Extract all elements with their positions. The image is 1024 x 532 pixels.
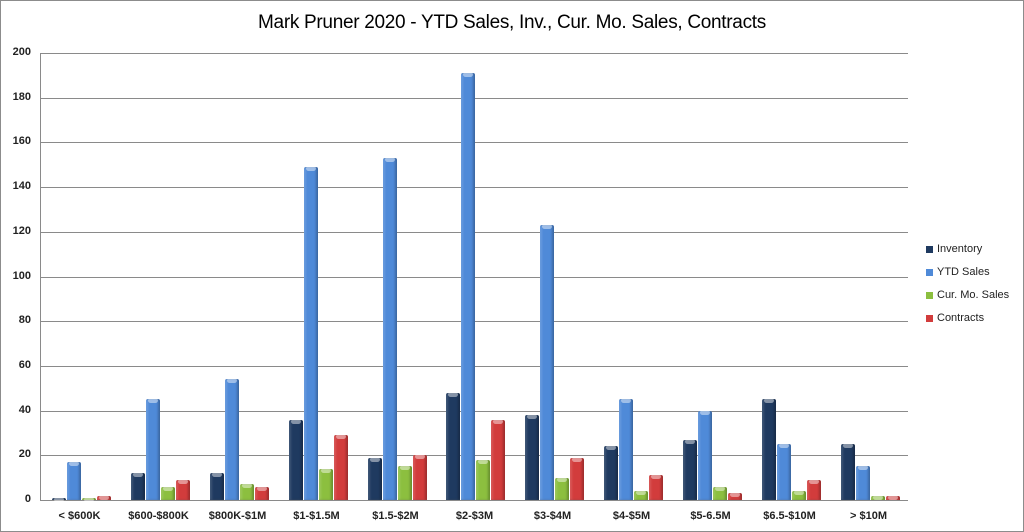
y-tick-label: 120 bbox=[12, 225, 31, 237]
y-tick-label: 180 bbox=[12, 91, 31, 103]
bar-ytd-sales bbox=[304, 167, 318, 500]
bar-cur-mo-sales bbox=[161, 487, 175, 500]
x-tick-label: $4-$5M bbox=[612, 510, 651, 522]
bar-inventory bbox=[368, 458, 382, 500]
bar-contracts bbox=[570, 458, 584, 500]
bar-inventory bbox=[52, 498, 66, 502]
bar-inventory bbox=[683, 440, 697, 500]
y-tick-label: 100 bbox=[12, 270, 31, 282]
bar-inventory bbox=[210, 473, 224, 500]
bar-inventory bbox=[762, 399, 776, 500]
x-tick-label: $1-$1.5M bbox=[293, 510, 340, 522]
bar-contracts bbox=[334, 435, 348, 500]
bar-contracts bbox=[807, 480, 821, 500]
bar-ytd-sales bbox=[619, 399, 633, 500]
bar-ytd-sales bbox=[698, 411, 712, 500]
bar-cur-mo-sales bbox=[398, 466, 412, 500]
x-tick-label: $3-$4M bbox=[533, 510, 572, 522]
y-tick-label: 160 bbox=[12, 135, 31, 147]
bar-contracts bbox=[255, 487, 269, 500]
x-tick-label: > $10M bbox=[850, 510, 887, 522]
chart-title: Mark Pruner 2020 - YTD Sales, Inv., Cur.… bbox=[258, 12, 766, 33]
bar-contracts bbox=[413, 455, 427, 500]
bar-cur-mo-sales bbox=[713, 487, 727, 500]
legend-swatch-icon bbox=[926, 269, 933, 276]
gridline bbox=[40, 53, 908, 54]
bar-contracts bbox=[649, 475, 663, 500]
bar-contracts bbox=[491, 420, 505, 500]
bar-inventory bbox=[289, 420, 303, 500]
bar-inventory bbox=[841, 444, 855, 500]
y-axis-line bbox=[40, 53, 41, 501]
bar-ytd-sales bbox=[540, 225, 554, 500]
bar-cur-mo-sales bbox=[871, 496, 885, 500]
bar-ytd-sales bbox=[461, 73, 475, 500]
bar-ytd-sales bbox=[67, 462, 81, 500]
bar-cur-mo-sales bbox=[319, 469, 333, 500]
bar-inventory bbox=[446, 393, 460, 500]
bar-inventory bbox=[604, 446, 618, 500]
bar-ytd-sales bbox=[146, 399, 160, 500]
y-tick-label: 140 bbox=[12, 180, 31, 192]
bar-cur-mo-sales bbox=[240, 484, 254, 500]
bar-ytd-sales bbox=[383, 158, 397, 500]
bar-ytd-sales bbox=[225, 379, 239, 500]
bar-cur-mo-sales bbox=[476, 460, 490, 500]
bar-cur-mo-sales bbox=[792, 491, 806, 500]
legend-swatch-icon bbox=[926, 315, 933, 322]
x-axis-line bbox=[40, 500, 908, 501]
bar-cur-mo-sales bbox=[555, 478, 569, 500]
bar-ytd-sales bbox=[856, 466, 870, 500]
x-tick-label: $2-$3M bbox=[455, 510, 494, 522]
bar-cur-mo-sales bbox=[634, 491, 648, 500]
legend-swatch-icon bbox=[926, 292, 933, 299]
bar-inventory bbox=[525, 415, 539, 500]
x-tick-label: $1.5-$2M bbox=[372, 510, 419, 522]
legend-label: Contracts bbox=[937, 312, 985, 324]
bar-contracts bbox=[176, 480, 190, 500]
y-tick-label: 0 bbox=[24, 493, 31, 505]
bar-contracts bbox=[97, 496, 111, 500]
x-tick-label: $800K-$1M bbox=[208, 510, 267, 522]
x-tick-label: $6.5-$10M bbox=[763, 510, 816, 522]
bar-cur-mo-sales bbox=[82, 498, 96, 502]
y-tick-label: 60 bbox=[18, 359, 31, 371]
legend-label: YTD Sales bbox=[937, 266, 990, 278]
y-tick-label: 80 bbox=[18, 314, 31, 326]
y-tick-label: 40 bbox=[18, 404, 31, 416]
bar-ytd-sales bbox=[777, 444, 791, 500]
y-tick-label: 200 bbox=[12, 46, 31, 58]
y-tick-label: 20 bbox=[18, 448, 31, 460]
legend-swatch-icon bbox=[926, 246, 933, 253]
bar-inventory bbox=[131, 473, 145, 500]
x-tick-label: < $600K bbox=[58, 510, 101, 522]
bar-contracts bbox=[886, 496, 900, 500]
bar-contracts bbox=[728, 493, 742, 500]
x-tick-label: $5-6.5M bbox=[690, 510, 731, 522]
x-tick-label: $600-$800K bbox=[128, 510, 189, 522]
legend-label: Cur. Mo. Sales bbox=[937, 289, 1010, 301]
legend-label: Inventory bbox=[937, 243, 983, 255]
